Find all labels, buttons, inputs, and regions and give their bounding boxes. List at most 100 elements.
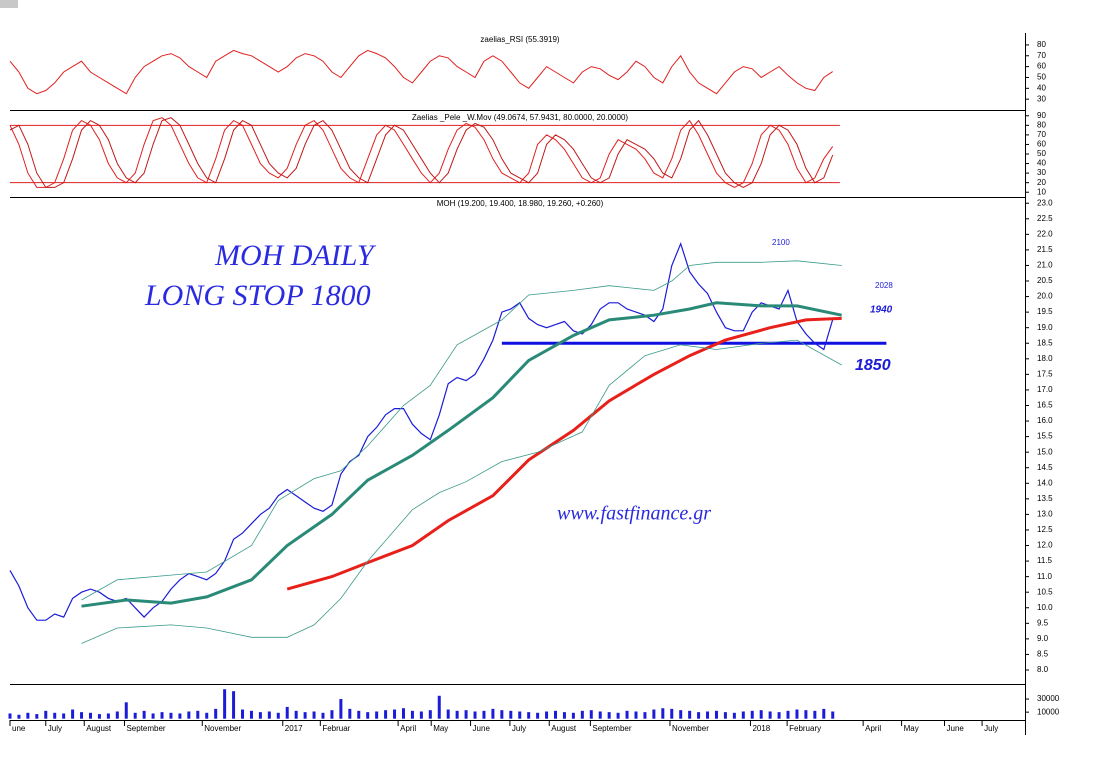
volume-bar [339, 699, 343, 719]
volume-bar [223, 689, 227, 719]
x-tick-label: July [512, 724, 526, 733]
volume-bar [258, 712, 262, 719]
volume-bar [697, 712, 701, 719]
volume-bar [732, 712, 736, 719]
volume-bar [679, 710, 683, 719]
y-tick-label: 14.5 [1037, 463, 1053, 472]
volume-bar [518, 711, 522, 719]
annotation: 1850 [855, 357, 891, 374]
y-tick-label: 19.5 [1037, 307, 1053, 316]
series-line [9, 117, 834, 188]
volume-bar [428, 710, 432, 719]
y-tick-label: 17.0 [1037, 385, 1053, 394]
y-tick-label: 8.5 [1037, 650, 1049, 659]
y-tick-label: 60 [1037, 140, 1046, 149]
volume-bar [536, 712, 540, 719]
x-tick-label: May [433, 724, 448, 733]
volume-bar [8, 713, 12, 719]
y-tick-label: 21.0 [1037, 261, 1053, 270]
volume-bar [294, 710, 298, 719]
volume-bar [822, 708, 826, 719]
series-line [81, 301, 843, 608]
volume-bar [366, 712, 370, 719]
y-tick-label: 13.0 [1037, 510, 1053, 519]
y-tick-label: 9.5 [1037, 618, 1049, 627]
volume-bar [455, 710, 459, 719]
y-tick-label: 8.0 [1037, 665, 1049, 674]
x-tick-label: August [551, 724, 577, 733]
volume-bar [813, 710, 817, 719]
volume-bar [482, 710, 486, 719]
volume-bar [169, 712, 173, 719]
y-tick-label: 70 [1037, 51, 1046, 60]
y-tick-label: 30 [1037, 168, 1046, 177]
volume-bar [267, 711, 271, 719]
x-tick-label: November [672, 724, 709, 733]
x-tick-label: June [947, 724, 965, 733]
volume-bar [178, 713, 182, 719]
corner-box [0, 0, 18, 8]
panel-title: Zaelias _Pele _W.Mov (49.0674, 57.9431, … [412, 113, 628, 122]
annotation: www.fastfinance.gr [557, 503, 711, 525]
series-line [9, 49, 833, 95]
volume-bar [589, 710, 593, 719]
volume-bar [545, 711, 549, 719]
volume-bar [285, 706, 289, 719]
y-tick-label: 9.0 [1037, 634, 1049, 643]
volume-bar [249, 710, 253, 719]
y-tick-label: 10 [1037, 187, 1046, 196]
y-tick-label: 80 [1037, 40, 1046, 49]
volume-bar [53, 712, 57, 719]
y-tick-label: 40 [1037, 159, 1046, 168]
y-tick-label: 10.5 [1037, 587, 1053, 596]
annotation: 1940 [870, 305, 893, 316]
y-tick-label: 20 [1037, 178, 1046, 187]
y-tick-label: 22.0 [1037, 229, 1053, 238]
volume-bar [187, 711, 191, 719]
x-tick-label: Februar [322, 724, 350, 733]
volume-bar [670, 708, 674, 719]
volume-bar [357, 710, 361, 719]
volume-bar [616, 712, 620, 719]
y-tick-label: 10000 [1037, 707, 1060, 716]
volume-bar [777, 712, 781, 719]
y-tick-label: 11.5 [1037, 556, 1053, 565]
volume-bar [419, 711, 423, 719]
volume-bar [580, 710, 584, 719]
volume-bar [473, 711, 477, 719]
volume-bar [634, 711, 638, 719]
volume-bar [330, 710, 334, 719]
y-tick-label: 16.0 [1037, 416, 1053, 425]
volume-bar [106, 713, 110, 719]
series-line [9, 241, 834, 621]
volume-bar [562, 712, 566, 719]
volume-bar [196, 710, 200, 719]
frame [10, 33, 1026, 735]
volume-bar [437, 695, 441, 719]
volume-bar [491, 708, 495, 719]
y-tick-label: 18.0 [1037, 354, 1053, 363]
volume-bar [643, 712, 647, 719]
volume-bar [375, 711, 379, 719]
volume-bar [804, 710, 808, 719]
volume-bar [151, 713, 155, 719]
volume-bar [661, 708, 665, 719]
volume-bar [17, 714, 21, 719]
annotation: 2028 [875, 281, 893, 290]
volume-bar [464, 710, 468, 719]
volume-bar [598, 711, 602, 719]
volume-bar [706, 711, 710, 719]
volume-bar [88, 712, 92, 719]
volume-bar [500, 710, 504, 719]
annotation: LONG STOP 1800 [144, 279, 371, 312]
y-tick-label: 22.5 [1037, 214, 1053, 223]
volume-bar [768, 711, 772, 719]
volume-bar [205, 712, 209, 719]
y-tick-label: 15.0 [1037, 447, 1053, 456]
volume-bar [142, 710, 146, 719]
y-tick-label: 19.0 [1037, 323, 1053, 332]
volume-bar [607, 712, 611, 719]
y-tick-label: 60 [1037, 62, 1046, 71]
volume-bar [276, 712, 280, 719]
